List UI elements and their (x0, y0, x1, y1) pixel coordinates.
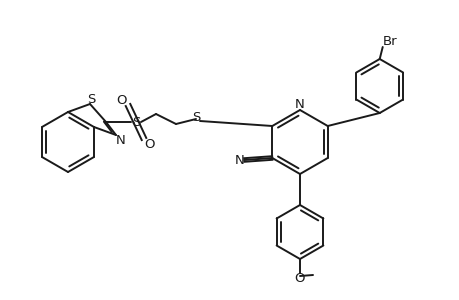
Text: O: O (117, 94, 127, 106)
Text: O: O (145, 137, 155, 151)
Text: Br: Br (381, 34, 396, 47)
Text: S: S (132, 116, 140, 128)
Text: N: N (116, 134, 126, 146)
Text: S: S (191, 110, 200, 124)
Text: O: O (294, 272, 305, 284)
Text: N: N (234, 154, 244, 166)
Text: N: N (295, 98, 304, 110)
Text: S: S (87, 92, 95, 106)
